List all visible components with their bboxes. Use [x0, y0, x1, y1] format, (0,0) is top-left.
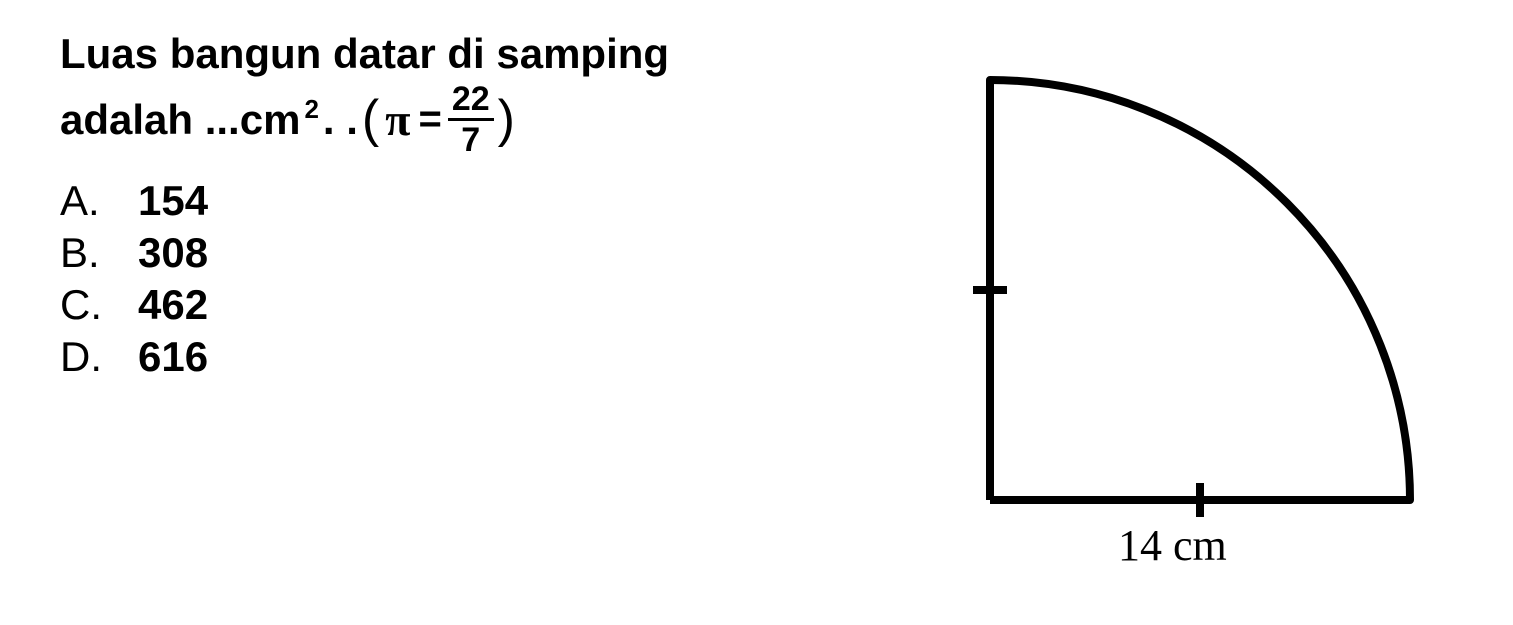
fraction-numerator: 22	[448, 82, 494, 121]
option-letter: D.	[60, 333, 100, 381]
question-prefix: adalah ...cm	[60, 96, 300, 144]
page-container: Luas bangun datar di samping adalah ...c…	[0, 0, 1513, 625]
figure-block: 14 cm	[940, 30, 1460, 595]
close-paren: )	[498, 99, 515, 141]
option-value: 462	[138, 281, 208, 329]
option-c: C. 462	[60, 281, 860, 329]
dimension-label: 14 cm	[1118, 520, 1227, 571]
option-b: B. 308	[60, 229, 860, 277]
option-letter: C.	[60, 281, 100, 329]
question-line-1: Luas bangun datar di samping	[60, 30, 860, 78]
option-letter: B.	[60, 229, 100, 277]
option-value: 154	[138, 177, 208, 225]
fraction: 22 7	[448, 82, 494, 157]
equals-sign: =	[418, 97, 441, 142]
dots: . .	[323, 96, 358, 144]
option-value: 308	[138, 229, 208, 277]
pi-expression: ( π = 22 7 )	[362, 82, 515, 157]
option-value: 616	[138, 333, 208, 381]
quarter-circle-figure	[940, 30, 1460, 590]
question-line-2: adalah ...cm2. . ( π = 22 7 )	[60, 82, 860, 157]
fraction-denominator: 7	[461, 121, 480, 157]
open-paren: (	[362, 99, 379, 141]
option-a: A. 154	[60, 177, 860, 225]
option-letter: A.	[60, 177, 100, 225]
options-list: A. 154 B. 308 C. 462 D. 616	[60, 177, 860, 381]
pi-symbol: π	[385, 93, 410, 146]
question-block: Luas bangun datar di samping adalah ...c…	[60, 30, 860, 595]
option-d: D. 616	[60, 333, 860, 381]
exponent: 2	[304, 94, 318, 125]
